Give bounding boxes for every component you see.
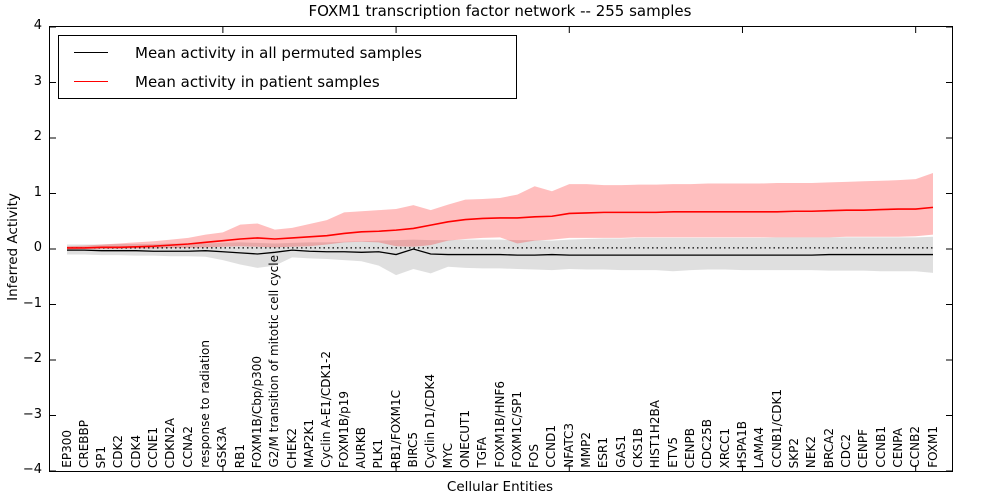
x-tick-label: CDC25B (700, 418, 715, 469)
x-tick-label: MAP2K1 (301, 419, 316, 468)
x-tick-label: CHEK2 (284, 427, 299, 469)
x-tick-label: RB1/FOXM1C (388, 389, 403, 468)
x-tick-label: Cyclin D1/CDK4 (423, 373, 438, 468)
y-tick-label: 4 (33, 18, 42, 33)
x-tick-label: CENPF (856, 428, 871, 468)
x-tick-label: SKP2 (786, 437, 801, 468)
x-tick-label: LAMA4 (752, 426, 767, 468)
x-tick-label: CDK4 (128, 434, 143, 468)
y-axis-ticks: 4 3 2 1 0 −1 −2 −3 −4 (0, 18, 44, 477)
y-tick-label: 2 (33, 129, 42, 144)
x-axis-label: Cellular Entities (446, 479, 554, 495)
x-tick-label: CCND1 (544, 425, 559, 468)
legend: Mean activity in all permuted samples Me… (58, 35, 517, 99)
x-tick-label: response to radiation (198, 340, 213, 468)
patient-line-swatch (74, 81, 108, 82)
x-tick-label: FOXM1B/p19 (336, 391, 351, 468)
permuted-mean-line (67, 248, 933, 256)
x-tick-label: SP1 (94, 445, 109, 469)
x-tick-label: HIST1H2BA (648, 399, 663, 468)
x-tick-label: BIRC5 (405, 432, 420, 468)
patient-band (67, 172, 933, 250)
x-tick-label: CENPA (890, 428, 905, 468)
x-tick-label: CCNB2 (908, 426, 923, 468)
x-tick-label: MMP2 (579, 432, 594, 468)
x-tick-label: NFATC3 (561, 423, 576, 468)
patient-mean-line (67, 206, 934, 249)
x-tick-label: ONECUT1 (457, 409, 472, 468)
x-tick-label: HSPA1B (734, 420, 749, 468)
x-tick-label: RB1 (232, 443, 247, 468)
y-tick-label: 0 (33, 240, 42, 255)
x-tick-label: FOXM1C/SP1 (509, 391, 524, 468)
chart-title: FOXM1 transcription factor network -- 25… (308, 2, 692, 20)
plot-area: EP300 CREBBP SP1 CDK2 CDK4 CCNE1 CDKN2A CCNA2 re… (49, 26, 953, 472)
x-tick-label: CDKN2A (163, 417, 178, 468)
x-tick-label: FOS (527, 444, 542, 468)
permuted-line-swatch (74, 52, 108, 53)
y-tick-label: −2 (22, 351, 42, 366)
x-tick-label: TGFA (475, 437, 490, 468)
y-tick-label: 1 (33, 184, 42, 200)
x-tick-label: CCNB1 (873, 426, 888, 468)
x-tick-label: GAS1 (613, 435, 628, 468)
x-tick-label: ESR1 (596, 436, 611, 468)
permuted-band (67, 236, 933, 276)
y-tick-label: −1 (22, 295, 42, 311)
x-tick-label: CCNB1/CDK1 (769, 389, 784, 468)
x-tick-label: Cyclin A-E1/CDK1-2 (319, 351, 334, 468)
x-tick-label: CREBBP (76, 420, 91, 468)
y-tick-label: −4 (22, 462, 42, 477)
x-tick-label: CCNA2 (180, 426, 195, 468)
x-tick-label: GSK3A (215, 427, 230, 468)
x-tick-label: G2/M transition of mitotic cell cycle (267, 255, 282, 468)
x-tick-label: ETV5 (665, 437, 680, 468)
x-tick-label: BRCA2 (821, 427, 836, 468)
x-tick-label: AURKB (353, 426, 368, 468)
x-tick-label: XRCC1 (717, 427, 732, 468)
x-tick-label: FOXM1B/Cbp/p300 (250, 355, 265, 468)
y-tick-label: −3 (22, 406, 42, 422)
x-tick-label: FOXM1B/HNF6 (492, 381, 507, 468)
legend-label: Mean activity in all permuted samples (135, 43, 422, 62)
x-tick-label: CCNE1 (146, 427, 161, 468)
legend-item-permuted: Mean activity in all permuted samples (59, 38, 516, 67)
legend-label: Mean activity in patient samples (135, 72, 380, 91)
x-tick-label: CKS1B (631, 428, 646, 468)
x-tick-label: NEK2 (804, 435, 819, 468)
x-tick-label: MYC (440, 442, 455, 468)
legend-item-patient: Mean activity in patient samples (59, 67, 516, 96)
x-tick-label: CDC2 (838, 434, 853, 468)
x-tick-label: FOXM1 (925, 426, 940, 468)
y-tick-label: 3 (33, 73, 42, 89)
chart-canvas (50, 27, 952, 471)
x-tick-label: CENPB (683, 427, 698, 468)
x-tick-label: CDK2 (111, 434, 126, 468)
x-tick-label: EP300 (59, 430, 74, 468)
x-tick-label: PLK1 (371, 438, 386, 468)
